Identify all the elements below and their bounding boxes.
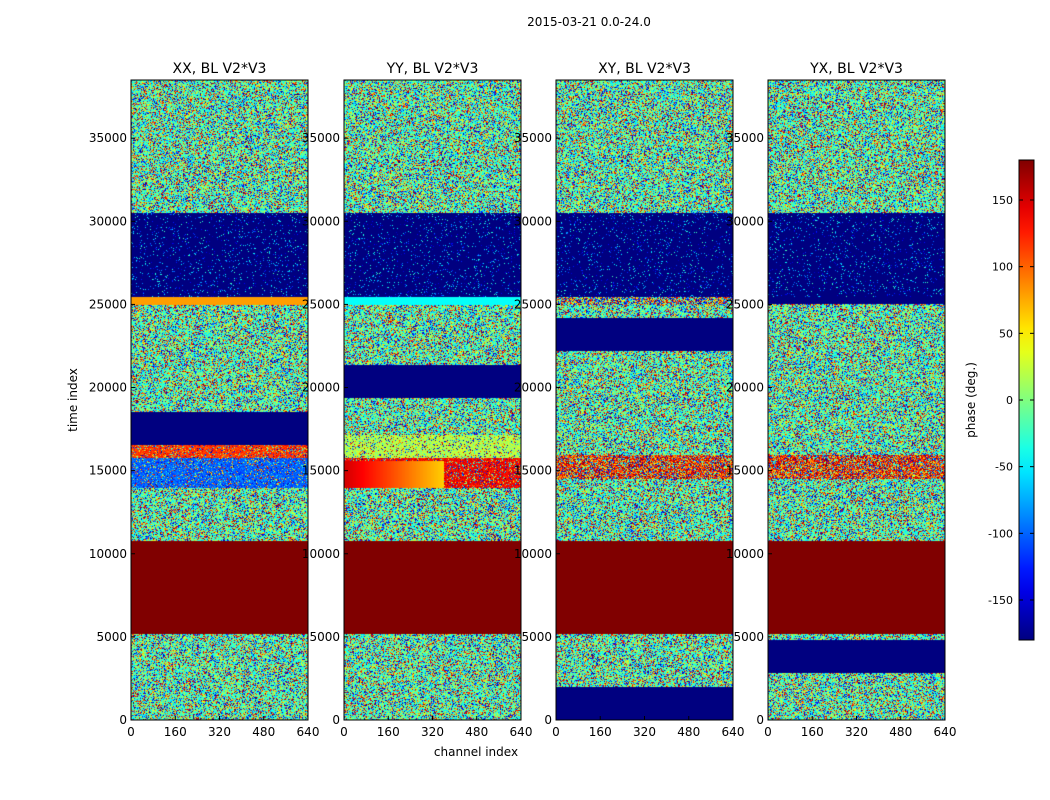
y-tick-label: 20000 bbox=[89, 381, 127, 395]
x-tick-label: 0 bbox=[340, 725, 348, 739]
panel-xx: XX, BL V2*V3 0 160 320 480 640 0 5000 10000 15000… bbox=[89, 61, 320, 739]
colorbar-tick-label: -100 bbox=[988, 527, 1013, 540]
y-tick-label: 25000 bbox=[89, 297, 127, 311]
y-tick-label: 15000 bbox=[726, 464, 764, 478]
x-tick-label: 320 bbox=[633, 725, 656, 739]
x-tick-label: 0 bbox=[552, 725, 560, 739]
y-tick-label: 10000 bbox=[302, 547, 340, 561]
y-tick-label: 5000 bbox=[733, 630, 764, 644]
y-tick-label: 10000 bbox=[89, 547, 127, 561]
y-tick-label: 15000 bbox=[514, 464, 552, 478]
x-tick-label: 480 bbox=[677, 725, 700, 739]
y-tick-label: 25000 bbox=[514, 297, 552, 311]
y-tick-label: 30000 bbox=[89, 214, 127, 228]
y-tick-label: 35000 bbox=[514, 131, 552, 145]
y-tick-label: 30000 bbox=[302, 214, 340, 228]
y-tick-label: 10000 bbox=[514, 547, 552, 561]
y-tick-label: 10000 bbox=[726, 547, 764, 561]
y-tick-label: 5000 bbox=[96, 630, 127, 644]
x-tick-label: 480 bbox=[889, 725, 912, 739]
panel-yx: YX, BL V2*V3 0 160 320 480 640 0 5000 10000 15000… bbox=[726, 61, 957, 739]
x-tick-label: 640 bbox=[934, 725, 957, 739]
y-tick-label: 15000 bbox=[89, 464, 127, 478]
x-tick-label: 0 bbox=[127, 725, 135, 739]
y-tick-label: 0 bbox=[119, 713, 127, 727]
heatmap-image-yx bbox=[768, 80, 945, 720]
panel-title: XX, BL V2*V3 bbox=[173, 61, 267, 77]
colorbar-tick-label: 50 bbox=[999, 327, 1013, 340]
y-tick-label: 20000 bbox=[302, 381, 340, 395]
y-tick-label: 35000 bbox=[89, 131, 127, 145]
panels-group: XX, BL V2*V3 0 160 320 480 640 0 5000 10000 15000… bbox=[89, 61, 957, 739]
x-tick-label: 480 bbox=[465, 725, 488, 739]
y-tick-label: 0 bbox=[332, 713, 340, 727]
x-tick-label: 0 bbox=[764, 725, 772, 739]
colorbar-tick-label: 0 bbox=[1006, 394, 1013, 407]
y-tick-label: 25000 bbox=[302, 297, 340, 311]
x-tick-label: 640 bbox=[510, 725, 533, 739]
x-tick-label: 640 bbox=[297, 725, 320, 739]
x-tick-label: 320 bbox=[845, 725, 868, 739]
colorbar-tick-label: 100 bbox=[992, 261, 1013, 274]
figure-suptitle: 2015-03-21 0.0-24.0 bbox=[527, 15, 651, 29]
heatmap-image-xy bbox=[556, 80, 733, 720]
colorbar-tick-label: 150 bbox=[992, 194, 1013, 207]
panel-title: XY, BL V2*V3 bbox=[598, 61, 691, 77]
x-axis-label: channel index bbox=[434, 745, 518, 759]
x-tick-label: 320 bbox=[421, 725, 444, 739]
heatmap-image-yy bbox=[344, 80, 521, 720]
panel-yy: YY, BL V2*V3 0 160 320 480 640 0 5000 10000 15000… bbox=[302, 61, 533, 739]
x-tick-label: 160 bbox=[589, 725, 612, 739]
y-tick-label: 30000 bbox=[726, 214, 764, 228]
y-tick-label: 5000 bbox=[309, 630, 340, 644]
y-tick-label: 35000 bbox=[302, 131, 340, 145]
y-tick-label: 15000 bbox=[302, 464, 340, 478]
heatmap-image-xx bbox=[131, 80, 308, 720]
y-tick-label: 5000 bbox=[521, 630, 552, 644]
colorbar-tick-label: -50 bbox=[995, 461, 1013, 474]
x-tick-label: 640 bbox=[722, 725, 745, 739]
x-tick-label: 160 bbox=[377, 725, 400, 739]
y-axis-label: time index bbox=[66, 368, 80, 432]
panel-xy: XY, BL V2*V3 0 160 320 480 640 0 5000 10000 15000… bbox=[514, 61, 745, 739]
y-tick-label: 20000 bbox=[726, 381, 764, 395]
x-tick-label: 160 bbox=[164, 725, 187, 739]
y-tick-label: 25000 bbox=[726, 297, 764, 311]
colorbar-label: phase (deg.) bbox=[964, 362, 978, 438]
y-tick-label: 0 bbox=[756, 713, 764, 727]
y-tick-label: 30000 bbox=[514, 214, 552, 228]
x-tick-label: 480 bbox=[252, 725, 275, 739]
x-tick-label: 160 bbox=[801, 725, 824, 739]
colorbar: -150 -100 -50 0 50 100 150 phase (deg.) bbox=[964, 159, 1035, 641]
y-tick-label: 35000 bbox=[726, 131, 764, 145]
panel-title: YY, BL V2*V3 bbox=[386, 61, 479, 77]
panel-title: YX, BL V2*V3 bbox=[809, 61, 903, 77]
y-tick-label: 20000 bbox=[514, 381, 552, 395]
y-tick-label: 0 bbox=[544, 713, 552, 727]
colorbar-tick-label: -150 bbox=[988, 594, 1013, 607]
x-tick-label: 320 bbox=[208, 725, 231, 739]
